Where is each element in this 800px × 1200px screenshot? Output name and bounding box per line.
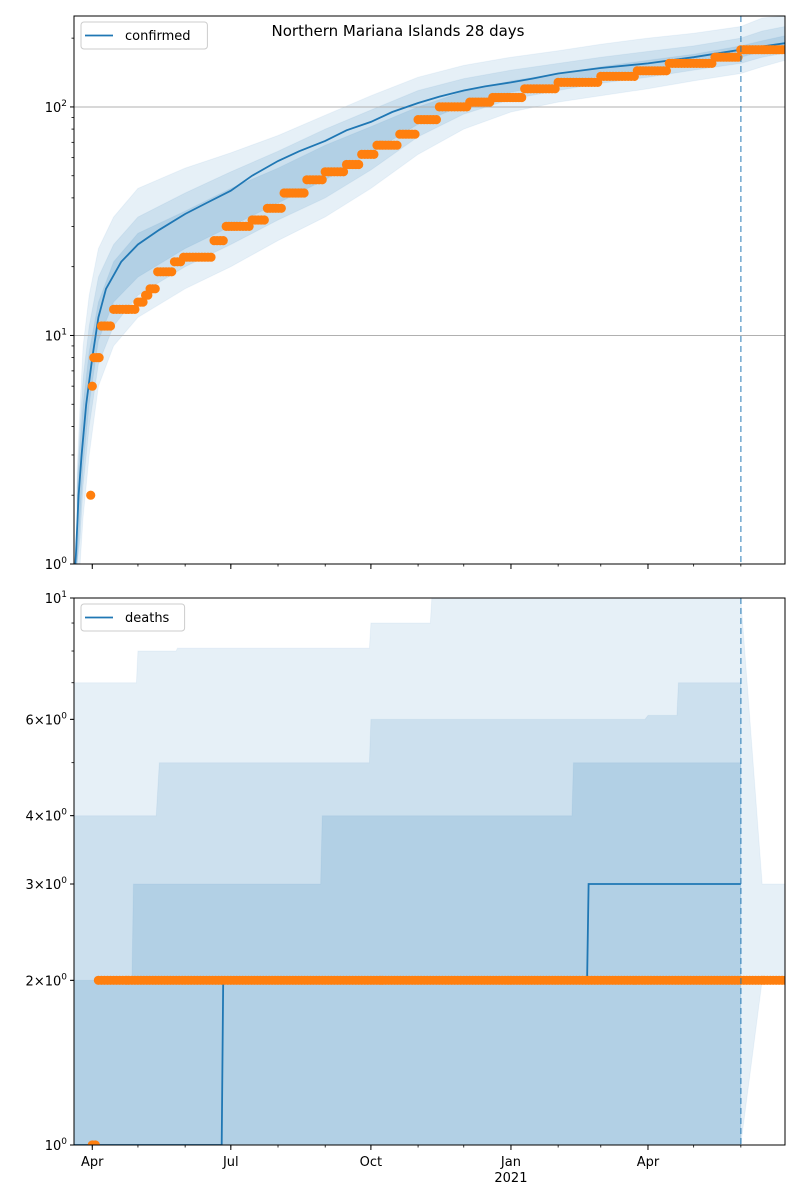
band-inner [76,35,785,564]
x-tick-sublabel: 2021 [494,1171,527,1186]
y-tick-label: 102 [45,99,67,116]
x-tick-label: Jul [222,1155,239,1170]
x-tick-label: Apr [81,1155,104,1170]
observed-point [105,321,116,331]
observed-point [410,129,420,139]
observed-point [138,297,148,307]
observed-point [259,215,269,225]
y-tick-label: 101 [45,327,67,344]
legend-label: deaths [125,611,170,626]
observed-point [299,188,309,198]
x-tick-label: Jan [500,1155,521,1170]
y-tick-label: 4×100 [26,808,68,825]
y-tick-label: 6×100 [26,711,68,728]
band-outer [76,16,785,564]
y-tick-label: 101 [45,590,67,607]
observed-point [130,304,140,314]
band-outer [74,598,785,1145]
observed-point [661,66,672,76]
y-tick-label: 3×100 [26,876,68,893]
legend-box [80,21,208,50]
observed-point [431,115,441,125]
legend: deaths [80,603,186,632]
x-tick-label: Apr [637,1155,660,1170]
y-tick-label: 2×100 [26,972,68,989]
deaths-panel: 100 2×100 3×100 4×100 6×100 101 Apr Jul Oct Jan20… [26,590,786,1186]
observed-point [317,175,327,185]
observed-point [276,203,286,213]
confirmed-panel: 100 101 102 confirmed Northern Mariana Islan… [45,15,786,573]
observed-point [517,92,527,103]
band-inner [74,762,742,1145]
series-line-confirmed [74,42,785,564]
observed-point [206,252,216,262]
plot-area [74,16,785,564]
legend: confirmed [80,21,208,50]
observed-point [94,353,104,363]
observed-point [150,284,160,294]
chart-title: Northern Mariana Islands 28 days [272,22,525,40]
x-tick-label: Oct [360,1155,382,1170]
axes-frame [73,597,786,1146]
observed-point [87,381,97,391]
band-middle [74,682,742,1145]
plot-area [74,598,785,1145]
y-tick-label: 100 [45,556,68,573]
observed-point [392,140,402,150]
observed-point [218,236,228,246]
observed-point [338,167,349,177]
observed-point [167,267,177,277]
observed-point [86,490,96,500]
observed-point [90,1140,100,1145]
observed-point [780,975,785,985]
axes-frame [73,15,786,565]
observed-point [354,159,364,170]
observed-point [369,149,379,159]
legend-label: confirmed [125,29,191,44]
legend-box [80,603,186,632]
observed-point [780,45,785,55]
y-tick-label: 100 [45,1137,68,1154]
